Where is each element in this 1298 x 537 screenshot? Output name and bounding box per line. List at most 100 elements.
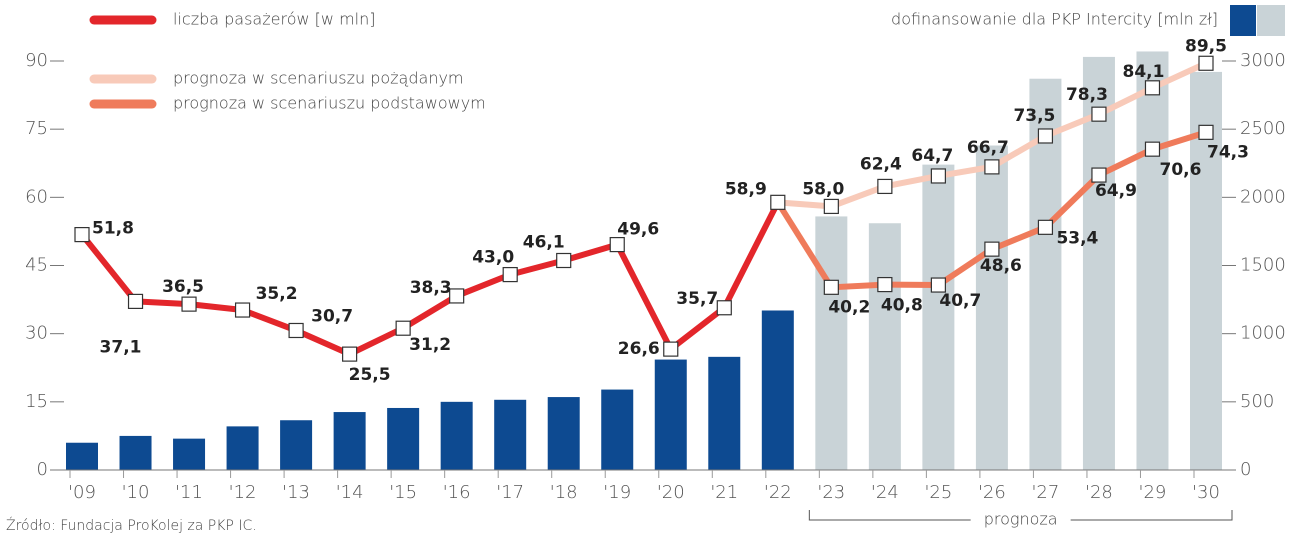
value-label: 51,8 <box>92 219 134 239</box>
marker <box>502 266 518 283</box>
y-tick-label: 75 <box>25 118 48 139</box>
value-label: 62,4 <box>860 154 902 174</box>
marker <box>127 293 144 310</box>
bar <box>333 412 366 470</box>
x-tick-label: '17 <box>496 482 524 503</box>
bar <box>440 401 473 470</box>
y2-tick-label: 2500 <box>1240 118 1286 139</box>
legend-label: liczba pasażerów [w mln] <box>173 10 376 29</box>
y-tick-label: 0 <box>37 459 48 480</box>
value-label: 35,7 <box>676 289 718 309</box>
bar <box>66 442 98 470</box>
annotation: prognoza <box>984 510 1058 529</box>
value-label: 38,3 <box>410 278 452 298</box>
marker <box>877 178 893 195</box>
marker <box>288 322 304 339</box>
bar <box>387 407 420 470</box>
marker <box>1198 55 1214 71</box>
value-label: 66,7 <box>967 138 1009 158</box>
bar <box>1082 56 1115 470</box>
bar <box>1136 51 1169 470</box>
marker <box>1037 219 1054 235</box>
value-label: 84,1 <box>1122 62 1164 82</box>
bar <box>226 426 259 470</box>
marker <box>181 296 197 312</box>
x-tick-label: '30 <box>1192 482 1220 503</box>
bar <box>815 216 848 470</box>
x-tick-label: '25 <box>924 482 952 503</box>
bar <box>922 164 955 470</box>
marker <box>823 198 839 215</box>
marker <box>342 346 358 362</box>
marker <box>395 320 411 336</box>
y2-tick-label: 1500 <box>1240 255 1286 276</box>
marker <box>984 159 1000 175</box>
marker <box>716 300 732 316</box>
value-label: 26,6 <box>618 339 660 359</box>
value-label: 74,3 <box>1207 142 1249 162</box>
value-label: 40,2 <box>828 297 870 317</box>
value-label: 73,5 <box>1013 106 1055 126</box>
legend-label: prognoza w scenariuszu pożądanym <box>173 69 464 88</box>
x-tick-label: '16 <box>443 482 471 503</box>
connector <box>777 199 832 210</box>
value-label: 53,4 <box>1056 228 1098 248</box>
y-tick-label: 60 <box>25 186 48 207</box>
value-label: 58,0 <box>802 179 844 199</box>
bar <box>708 356 741 470</box>
bar <box>868 223 901 470</box>
x-tick-label: '18 <box>550 482 578 503</box>
y-tick-label: 30 <box>25 323 48 344</box>
x-tick-label: '09 <box>68 482 96 503</box>
legend-label: dofinansowanie dla PKP Intercity [mln zł… <box>891 10 1218 29</box>
value-label: 31,2 <box>409 335 451 355</box>
marker <box>930 168 946 184</box>
x-tick-label: '19 <box>603 482 631 503</box>
bar <box>761 310 794 470</box>
value-label: 58,9 <box>725 179 767 199</box>
marker <box>984 241 1000 257</box>
marker <box>1144 141 1161 157</box>
x-tick-label: '21 <box>710 482 738 503</box>
bar <box>280 420 313 470</box>
value-label: 40,8 <box>881 296 923 316</box>
connector <box>775 200 834 289</box>
y2-tick-label: 3000 <box>1240 50 1286 71</box>
value-label: 70,6 <box>1159 160 1201 180</box>
legend-swatch <box>1230 5 1256 36</box>
value-label: 25,5 <box>349 365 391 385</box>
marker <box>609 236 625 253</box>
y2-tick-label: 1000 <box>1240 323 1286 344</box>
x-tick-label: '24 <box>871 482 899 503</box>
value-label: 43,0 <box>472 248 514 268</box>
value-label: 36,5 <box>162 277 204 297</box>
x-tick-label: '11 <box>175 482 203 503</box>
y2-tick-label: 0 <box>1240 459 1251 480</box>
value-label: 35,2 <box>256 284 298 304</box>
x-tick-label: '20 <box>657 482 685 503</box>
y-tick-label: 45 <box>25 255 48 276</box>
marker <box>1198 124 1214 140</box>
marker <box>1091 106 1107 122</box>
y2-tick-label: 500 <box>1240 391 1274 412</box>
value-label: 40,7 <box>939 291 981 311</box>
value-label: 46,1 <box>523 233 565 253</box>
value-label: 89,5 <box>1185 36 1227 56</box>
marker <box>770 194 786 210</box>
marker <box>74 226 90 243</box>
marker <box>1037 128 1054 144</box>
bar <box>547 397 580 470</box>
line <box>831 129 1207 291</box>
bar <box>173 438 206 470</box>
x-tick-label: '14 <box>336 482 364 503</box>
x-tick-label: '10 <box>122 482 150 503</box>
marker <box>877 276 893 293</box>
source: Źródło: Fundacja ProKolej za PKP IC. <box>6 516 257 534</box>
x-tick-label: '15 <box>389 482 417 503</box>
value-label: 64,7 <box>911 146 953 166</box>
line <box>830 60 1208 210</box>
x-tick-label: '13 <box>282 482 310 503</box>
marker <box>663 341 679 357</box>
x-tick-label: '23 <box>817 482 845 503</box>
